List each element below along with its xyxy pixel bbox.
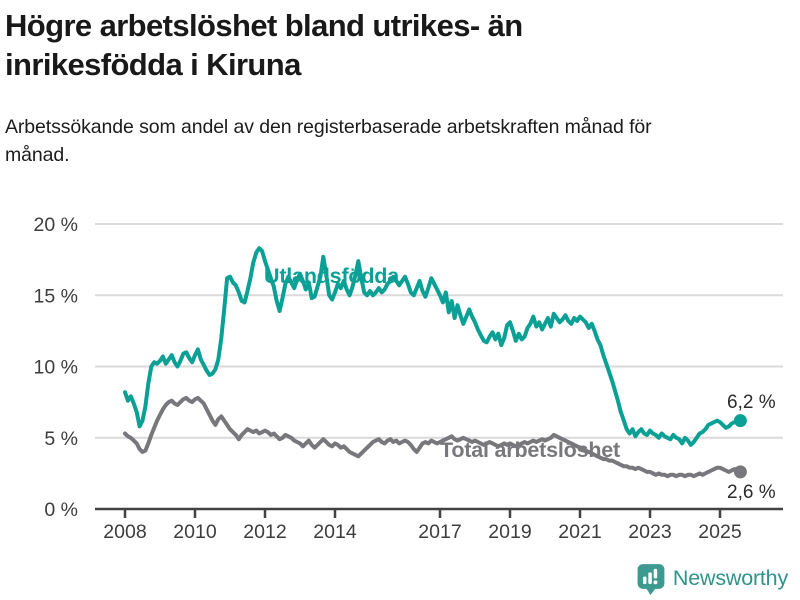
chart-svg: 0 % 5 % 10 % 15 % 20 % 2008 2010 2012 2014 2017 20… [34, 214, 783, 543]
series-label-0: Utlandsfödda [264, 264, 400, 288]
y-axis-tick-label: 5 % [44, 428, 78, 450]
series-end-dot-0 [733, 414, 747, 428]
line-chart: 0 % 5 % 10 % 15 % 20 % 2008 2010 2012 2014 2017 20… [0, 190, 800, 550]
x-axis-tick-label: 2012 [243, 521, 286, 543]
series-end-label-0: 6,2 % [727, 392, 776, 413]
x-axis-tick-label: 2023 [628, 521, 671, 543]
page-title: Högre arbetslöshet bland utrikes- än inr… [5, 6, 523, 84]
x-axis-tick-label: 2021 [558, 521, 601, 543]
newsworthy-logo: Newsworthy [636, 560, 788, 596]
x-axis-tick-label: 2014 [313, 521, 357, 543]
series-line-0 [123, 246, 743, 447]
y-axis-tick-label: 10 % [34, 357, 78, 379]
series-end-dot-1 [733, 465, 747, 479]
x-axis-tick-label: 2008 [103, 521, 146, 543]
y-axis-tick-label: 20 % [34, 214, 78, 236]
newsworthy-bubble-chart-icon [637, 563, 665, 595]
brand-name: Newsworthy [672, 565, 788, 590]
x-axis-tick-label: 2010 [173, 521, 217, 543]
title-line-1: Högre arbetslöshet bland utrikes- än [5, 8, 523, 43]
chart-subtitle: Arbetssökande som andel av den registerb… [5, 116, 652, 166]
series-label-1: Total arbetslöshet [440, 438, 620, 462]
x-axis-tick-label: 2019 [488, 521, 531, 543]
x-axis-tick-label: 2017 [418, 521, 461, 543]
x-axis-tick-label: 2025 [698, 521, 742, 543]
series-line-1 [123, 395, 743, 479]
y-axis-tick-label: 0 % [44, 499, 78, 521]
title-line-2: inrikesfödda i Kiruna [5, 47, 301, 83]
y-axis-tick-label: 15 % [34, 285, 78, 307]
series-end-label-1: 2,6 % [727, 482, 776, 503]
